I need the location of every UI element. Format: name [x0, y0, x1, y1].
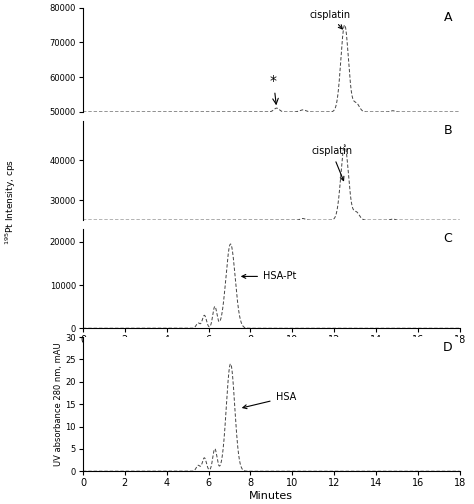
X-axis label: Minutes: Minutes [249, 491, 293, 501]
Text: *: * [270, 74, 278, 104]
Text: HSA: HSA [243, 393, 296, 409]
X-axis label: Minutes: Minutes [249, 348, 293, 358]
Text: D: D [443, 341, 452, 354]
Y-axis label: UV absorbance 280 nm, mAU: UV absorbance 280 nm, mAU [54, 342, 63, 466]
Text: A: A [444, 11, 452, 24]
Text: C: C [444, 232, 452, 245]
Text: $^{195}$Pt Intensity, cps: $^{195}$Pt Intensity, cps [3, 159, 18, 244]
Text: B: B [444, 123, 452, 137]
Text: cisplatin: cisplatin [309, 10, 350, 29]
Text: cisplatin: cisplatin [311, 147, 352, 180]
Text: HSA-Pt: HSA-Pt [242, 272, 296, 281]
